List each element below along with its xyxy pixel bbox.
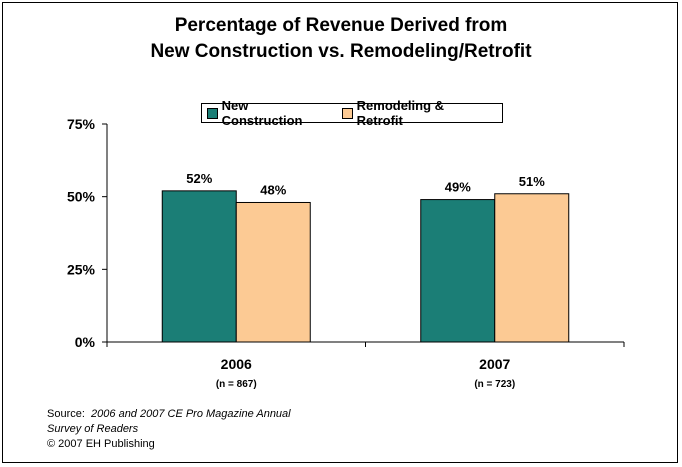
legend-label-remodeling: Remodeling & Retrofit: [356, 98, 445, 128]
chart-legend: New Construction Remodeling & Retrofit: [201, 98, 503, 128]
bar-new-construction-2007: [420, 199, 496, 343]
source-note: Source: 2006 and 2007 CE Pro Magazine An…: [47, 407, 291, 452]
x-category-sample-size: (n = 723): [474, 379, 515, 390]
chart-title-line-1: Percentage of Revenue Derived from: [174, 15, 508, 36]
copyright-line: © 2007 EH Publishing: [47, 438, 155, 450]
chart-frame: Percentage of Revenue Derived from New C…: [2, 2, 678, 463]
bar-chart-plot: 0% 25% 50% 75% 52% 48% 2006 (n = 867) 49% 51% 2007…: [67, 116, 625, 390]
y-tick-label: 0%: [75, 334, 96, 350]
y-tick-label: 75%: [67, 116, 96, 132]
bar-value-label: 51%: [519, 174, 545, 189]
bar-remodeling-2006: [235, 201, 311, 343]
bar-remodeling-2007: [494, 193, 570, 343]
source-prefix: Source:: [47, 408, 85, 420]
x-category-sample-size: (n = 867): [216, 379, 257, 390]
source-line-1: 2006 and 2007 CE Pro Magazine Annual: [91, 408, 291, 420]
legend-swatch-new-construction: [207, 107, 218, 119]
chart-title-line-2: New Construction vs. Remodeling/Retrofit: [150, 41, 532, 62]
legend-item-remodeling: Remodeling & Retrofit: [342, 98, 488, 128]
bar-value-label: 49%: [445, 180, 471, 195]
y-tick-label: 25%: [67, 261, 96, 277]
bar-new-construction-2006: [161, 190, 237, 343]
legend-label-new-construction: New Construction: [221, 98, 303, 128]
y-tick-label: 50%: [67, 189, 96, 205]
source-line-2: Survey of Readers: [47, 423, 139, 435]
bar-value-label: 52%: [186, 171, 212, 186]
x-category-label: 2006: [221, 356, 252, 372]
bar-value-label: 48%: [260, 182, 286, 197]
legend-swatch-remodeling: [342, 107, 353, 119]
legend-item-new-construction: New Construction: [207, 98, 328, 128]
x-category-label: 2007: [479, 356, 510, 372]
chart-title: Percentage of Revenue Derived from New C…: [3, 13, 679, 65]
